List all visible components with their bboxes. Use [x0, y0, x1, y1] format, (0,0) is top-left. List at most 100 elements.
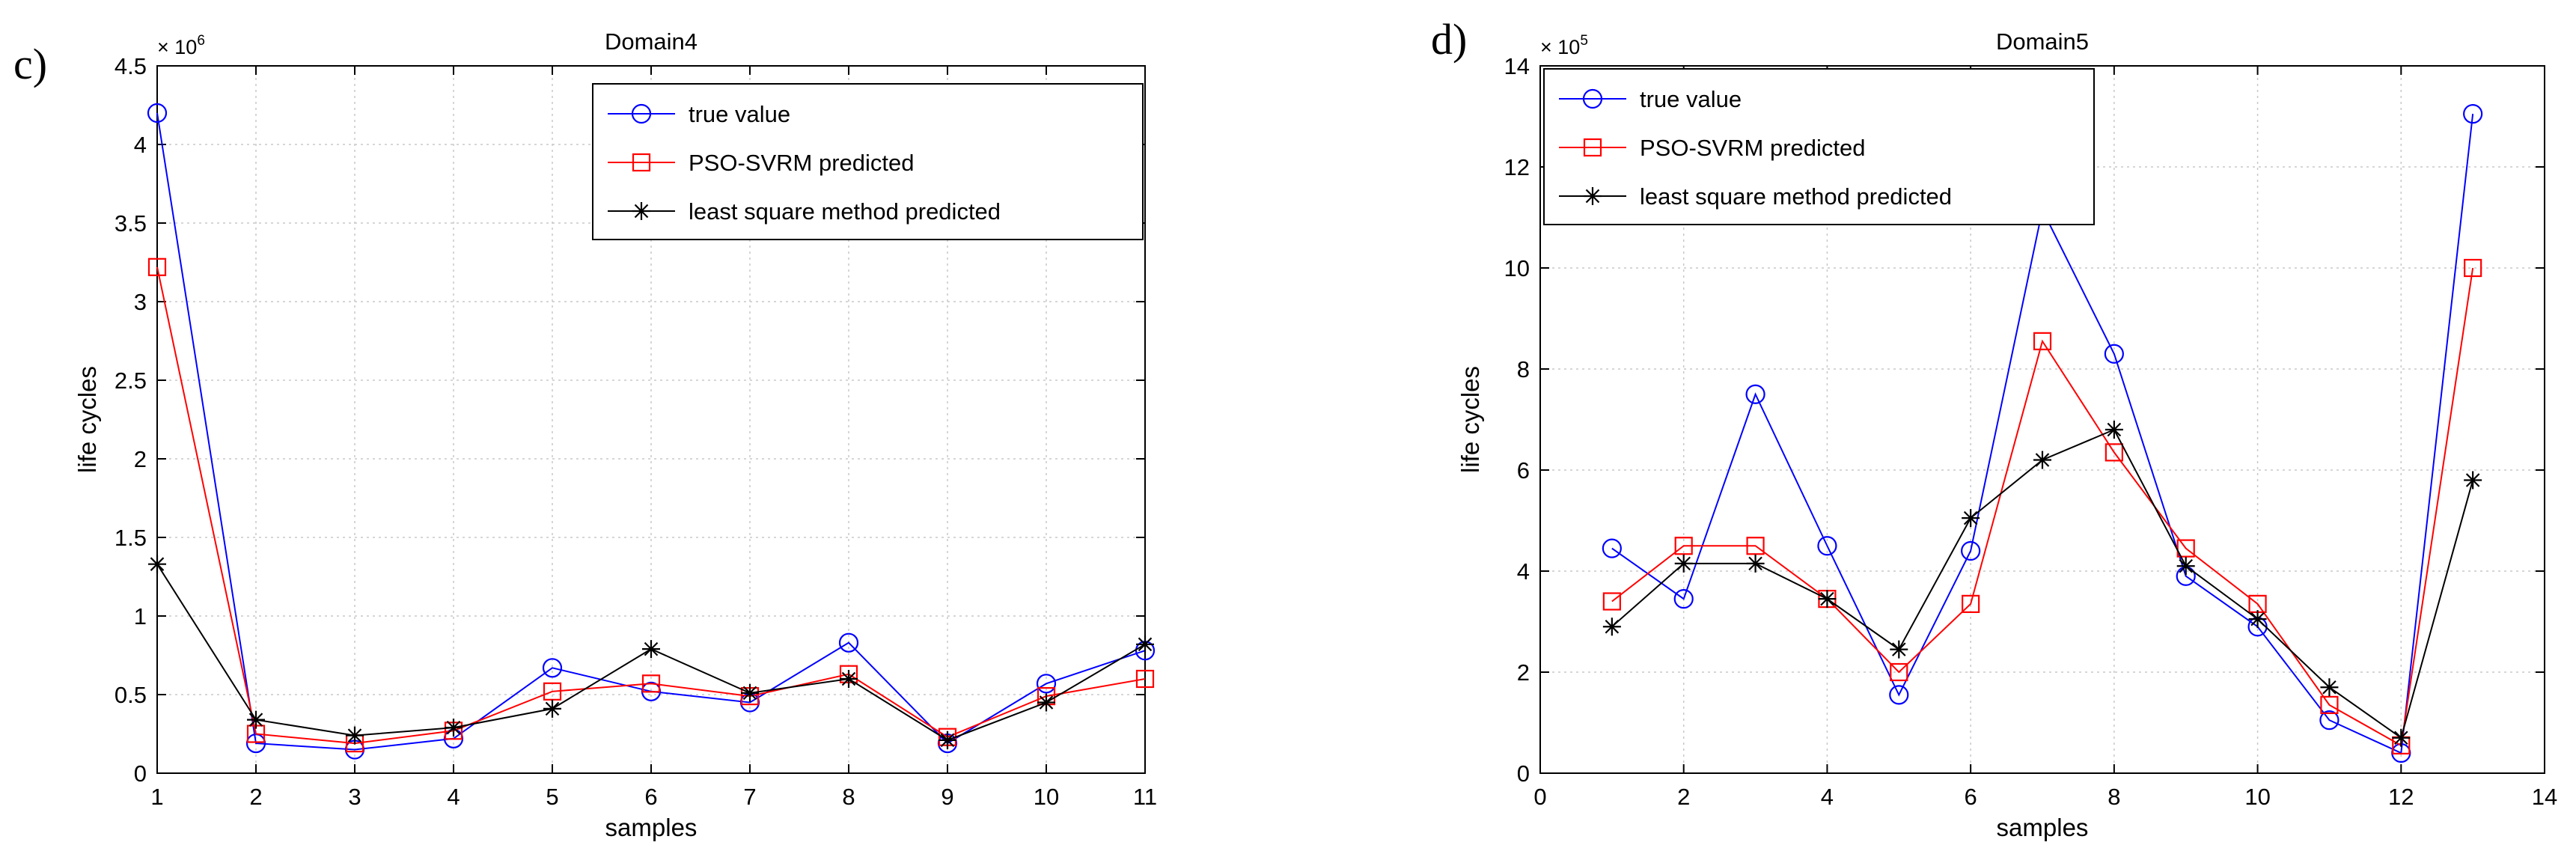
y-tick-label: 2.5 [115, 368, 147, 394]
x-tick-label: 2 [1677, 784, 1690, 810]
x-tick-label: 5 [546, 784, 558, 810]
chart-title: Domain4 [605, 28, 698, 55]
data-point-least-square-method-predicted [938, 731, 956, 749]
x-tick-label: 6 [1965, 784, 1977, 810]
data-point-least-square-method-predicted [1962, 509, 1980, 528]
data-point-least-square-method-predicted [2464, 471, 2482, 490]
y-tick-label: 0.5 [115, 682, 147, 708]
data-point-true-value [147, 103, 168, 124]
y-tick-label: 8 [1517, 356, 1530, 382]
data-point-pso-svrm-predicted [2464, 258, 2482, 278]
data-point-least-square-method-predicted [1890, 640, 1908, 659]
data-point-least-square-method-predicted [1818, 590, 1837, 609]
data-point-least-square-method-predicted [2392, 728, 2411, 747]
x-tick-label: 14 [2532, 784, 2557, 810]
legend-label: PSO-SVRM predicted [1640, 135, 1866, 161]
x-axis-label: samples [1997, 814, 2089, 841]
x-tick-label: 11 [1133, 784, 1157, 810]
x-tick-label: 12 [2388, 784, 2414, 810]
data-point-least-square-method-predicted [2033, 451, 2051, 469]
data-point-true-value [1602, 538, 1622, 558]
data-point-least-square-method-predicted [2176, 557, 2195, 576]
data-point-pso-svrm-predicted [1962, 594, 1980, 613]
data-point-least-square-method-predicted [1674, 554, 1693, 573]
y-tick-label: 6 [1517, 457, 1530, 484]
y-exponent-power: 5 [1580, 33, 1588, 49]
legend-box [1543, 68, 2095, 225]
y-exponent-base: × 10 [157, 36, 197, 58]
data-point-pso-svrm-predicted [2033, 332, 2052, 350]
data-point-least-square-method-predicted [148, 555, 166, 573]
data-point-least-square-method-predicted [247, 710, 265, 729]
legend-marker [1582, 88, 1603, 109]
y-axis-label: life cycles [73, 366, 101, 473]
y-axis-label: life cycles [1456, 366, 1484, 473]
series-line-pso-svrm-predicted [156, 266, 1146, 745]
data-point-least-square-method-predicted [840, 670, 858, 688]
data-point-pso-svrm-predicted [2320, 695, 2339, 714]
data-point-least-square-method-predicted [543, 699, 561, 718]
legend-box [592, 83, 1144, 240]
legend-label: true value [1640, 86, 1742, 112]
data-point-true-value [838, 632, 859, 653]
data-point-true-value [1745, 384, 1765, 404]
x-axis-label: samples [605, 814, 698, 841]
y-tick-label: 12 [1504, 154, 1530, 180]
legend-marker [1583, 138, 1602, 157]
legend-marker [631, 103, 652, 124]
chart-title: Domain5 [1996, 28, 2089, 55]
y-tick-label: 0 [1517, 760, 1530, 787]
data-point-pso-svrm-predicted [1674, 537, 1693, 555]
y-tick-label: 4.5 [115, 53, 147, 79]
x-tick-label: 0 [1533, 784, 1546, 810]
data-point-least-square-method-predicted [2105, 421, 2123, 439]
legend-entry-true-value: true value [608, 101, 790, 127]
series-least-square-method-predicted [148, 555, 1154, 749]
data-point-least-square-method-predicted [642, 640, 660, 659]
series-pso-svrm-predicted [1602, 258, 2482, 754]
y-tick-label: 14 [1504, 53, 1530, 79]
data-point-pso-svrm-predicted [1135, 669, 1155, 689]
legend-entry-least-square-method-predicted: least square method predicted [608, 198, 1001, 225]
data-point-true-value [542, 658, 563, 678]
x-tick-label: 10 [1034, 784, 1059, 810]
data-point-least-square-method-predicted [1136, 635, 1154, 653]
data-point-least-square-method-predicted [1037, 693, 1055, 712]
legend: true value PSO-SVRM predicted least square… [592, 83, 1144, 240]
panel-label: c) [13, 40, 47, 88]
panel-label: d) [1431, 15, 1467, 64]
data-point-pso-svrm-predicted [2105, 443, 2123, 462]
legend-label: true value [689, 101, 790, 127]
data-point-true-value [2463, 104, 2483, 124]
series-least-square-method-predicted [1602, 421, 2482, 747]
data-point-least-square-method-predicted [2248, 610, 2267, 629]
x-tick-label: 4 [447, 784, 460, 810]
legend-entry-true-value: true value [1559, 86, 1742, 112]
y-exponent-base: × 10 [1540, 36, 1580, 58]
legend: true value PSO-SVRM predicted least square… [1543, 68, 2095, 225]
x-tick-label: 2 [249, 784, 262, 810]
data-point-pso-svrm-predicted [1746, 537, 1765, 555]
x-tick-label: 7 [743, 784, 756, 810]
data-point-pso-svrm-predicted [641, 674, 661, 693]
y-tick-label: 1 [134, 603, 147, 629]
legend-entry-pso-svrm-predicted: PSO-SVRM predicted [1559, 135, 1866, 161]
x-tick-label: 8 [2108, 784, 2120, 810]
chart-panel-domain5: d) 0 2 4 6 8 10 12 14 0 2 4 6 8 10 12 14 × 105 Domain5 samp… [1431, 15, 2557, 841]
legend-entry-least-square-method-predicted: least square method predicted [1559, 183, 1952, 210]
y-tick-label: 0 [134, 760, 147, 787]
plot-frame [1539, 65, 2545, 774]
data-point-least-square-method-predicted [1602, 618, 1621, 636]
x-tick-label: 3 [348, 784, 361, 810]
legend-label: PSO-SVRM predicted [689, 150, 915, 176]
y-tick-label: 4 [1517, 558, 1530, 585]
y-tick-label: 4 [134, 132, 147, 158]
x-tick-label: 4 [1821, 784, 1834, 810]
data-point-true-value [1817, 536, 1837, 556]
data-point-true-value [1889, 685, 1909, 705]
data-point-pso-svrm-predicted [147, 257, 167, 276]
legend-entry-pso-svrm-predicted: PSO-SVRM predicted [608, 150, 915, 176]
data-point-true-value [1036, 674, 1057, 694]
